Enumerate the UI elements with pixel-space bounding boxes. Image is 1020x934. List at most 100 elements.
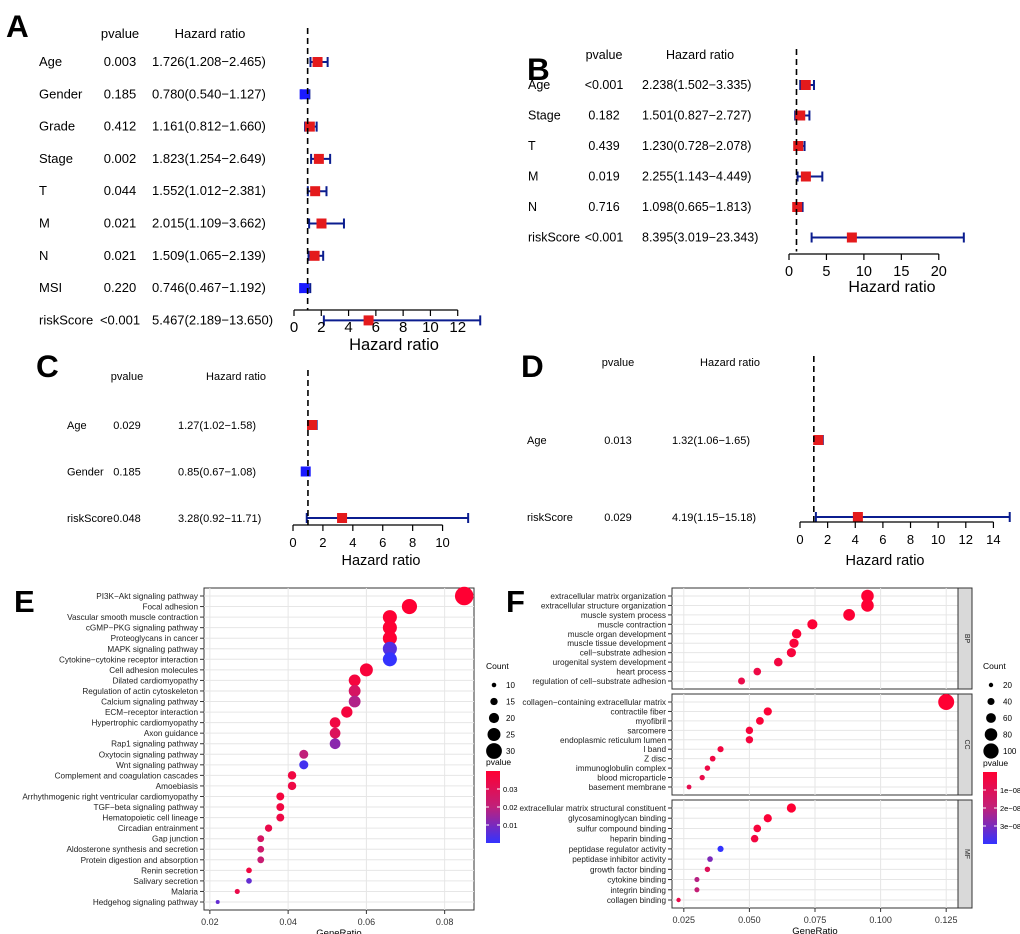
dot [329, 717, 341, 728]
dot [717, 845, 724, 852]
row-pvalue: <0.001 [585, 78, 624, 92]
dot [287, 771, 297, 780]
hr-marker [363, 315, 374, 326]
term-label: blood microparticle [597, 774, 666, 783]
count-legend-label: 40 [1003, 698, 1012, 707]
dot [763, 814, 772, 823]
hr-marker [299, 89, 310, 100]
term-label: basement membrane [589, 783, 667, 792]
term-label: muscle system process [581, 611, 666, 620]
term-label: Vascular smooth muscle contraction [67, 613, 198, 622]
term-label: ECM−receptor interaction [105, 708, 199, 717]
pvalue-legend-label: 0.01 [503, 821, 518, 830]
x-tick-label: 10 [435, 535, 449, 550]
row-label: Stage [528, 109, 561, 123]
row-label: riskScore [39, 312, 93, 327]
x-tick-label: 0.08 [436, 917, 454, 927]
term-label: Hypertrophic cardiomyopathy [92, 719, 199, 728]
x-tick-label: 10 [856, 264, 872, 280]
term-label: Cytokine−cytokine receptor interaction [59, 655, 198, 664]
term-label: Arrhythmogenic right ventricular cardiom… [22, 792, 199, 801]
term-label: Gap junction [152, 835, 198, 844]
dot [750, 834, 759, 843]
hr-marker [312, 57, 323, 67]
pvalue-header: pvalue [586, 48, 623, 62]
term-label: muscle contraction [598, 620, 667, 629]
dot [257, 845, 265, 853]
x-tick-label: 0 [289, 535, 296, 550]
x-tick-label: 6 [372, 319, 380, 336]
row-pvalue: 0.021 [104, 216, 137, 231]
dot [276, 792, 285, 801]
facet-strip [957, 587, 973, 690]
term-label: collagen−containing extracellular matrix [522, 698, 666, 707]
dot [359, 663, 373, 677]
row-hr-text: 1.230(0.728−2.078) [642, 139, 751, 153]
term-label: muscle tissue development [567, 639, 666, 648]
dot [246, 878, 252, 884]
term-label: Malaria [171, 887, 198, 896]
x-tick-label: 10 [931, 532, 945, 547]
row-pvalue: 0.003 [104, 54, 137, 69]
x-tick-label: 20 [931, 264, 947, 280]
row-hr-text: 1.501(0.827−2.727) [642, 109, 751, 123]
row-pvalue: 0.029 [113, 420, 141, 432]
hr-marker [800, 80, 811, 90]
row-hr-text: 2.238(1.502−3.335) [642, 78, 751, 92]
pvalue-colorbar [983, 772, 997, 844]
count-legend-title: Count [486, 661, 509, 671]
dot [938, 694, 955, 710]
x-tick-label: 4 [852, 532, 859, 547]
hr-marker [795, 110, 806, 121]
term-label: Hematopoietic cell lineage [102, 814, 198, 823]
row-hr-text: 1.823(1.254−2.649) [152, 151, 266, 166]
row-pvalue: 0.185 [104, 86, 137, 101]
hr-marker [793, 141, 804, 151]
row-pvalue: 0.044 [104, 183, 137, 198]
pvalue-colorbar [486, 771, 500, 843]
row-hr-text: 1.726(1.208−2.465) [152, 54, 266, 69]
row-label: T [39, 183, 47, 198]
dot [299, 760, 309, 770]
dot [738, 677, 746, 685]
term-label: collagen binding [607, 896, 667, 905]
term-label: Wnt signaling pathway [116, 761, 199, 770]
count-legend-label: 100 [1003, 747, 1017, 756]
hr-marker [306, 420, 317, 430]
term-label: TGF−beta signaling pathway [94, 803, 199, 812]
pvalue-legend-label: 0.02 [503, 803, 518, 812]
row-hr-text: 1.161(0.812−1.660) [152, 119, 266, 134]
term-label: muscle organ development [568, 630, 667, 639]
x-tick-label: 2 [317, 319, 325, 336]
x-tick-label: 12 [449, 319, 466, 336]
dot [246, 867, 252, 874]
panel-label: F [506, 584, 525, 619]
dot [454, 586, 474, 606]
x-tick-label: 0 [796, 532, 803, 547]
x-tick-label: 0.075 [804, 915, 827, 925]
count-legend-label: 60 [1003, 714, 1012, 723]
x-tick-label: 0.100 [869, 915, 892, 925]
x-tick-label: 15 [893, 264, 909, 280]
term-label: contractile fiber [610, 707, 666, 716]
term-label: Circadian entrainment [118, 824, 199, 833]
x-tick-label: 0.04 [279, 917, 297, 927]
pvalue-header: pvalue [111, 371, 143, 383]
row-hr-text: 3.28(0.92−11.71) [178, 513, 261, 525]
pvalue-legend-title: pvalue [486, 757, 511, 767]
row-pvalue: <0.001 [100, 312, 140, 327]
row-hr-text: 0.780(0.540−1.127) [152, 86, 266, 101]
panel-label: C [36, 348, 59, 384]
term-label: immunoglobulin complex [576, 764, 666, 773]
term-label: extracellular structure organization [541, 601, 667, 610]
count-legend-label: 20 [1003, 681, 1012, 690]
row-pvalue: 0.716 [588, 200, 619, 214]
row-hr-text: 2.255(1.143−4.449) [642, 170, 751, 184]
x-tick-label: 8 [409, 535, 416, 550]
row-pvalue: 0.439 [588, 139, 619, 153]
row-label: MSI [39, 280, 62, 295]
x-tick-label: 5 [822, 264, 830, 280]
count-legend-label: 80 [1003, 731, 1012, 740]
